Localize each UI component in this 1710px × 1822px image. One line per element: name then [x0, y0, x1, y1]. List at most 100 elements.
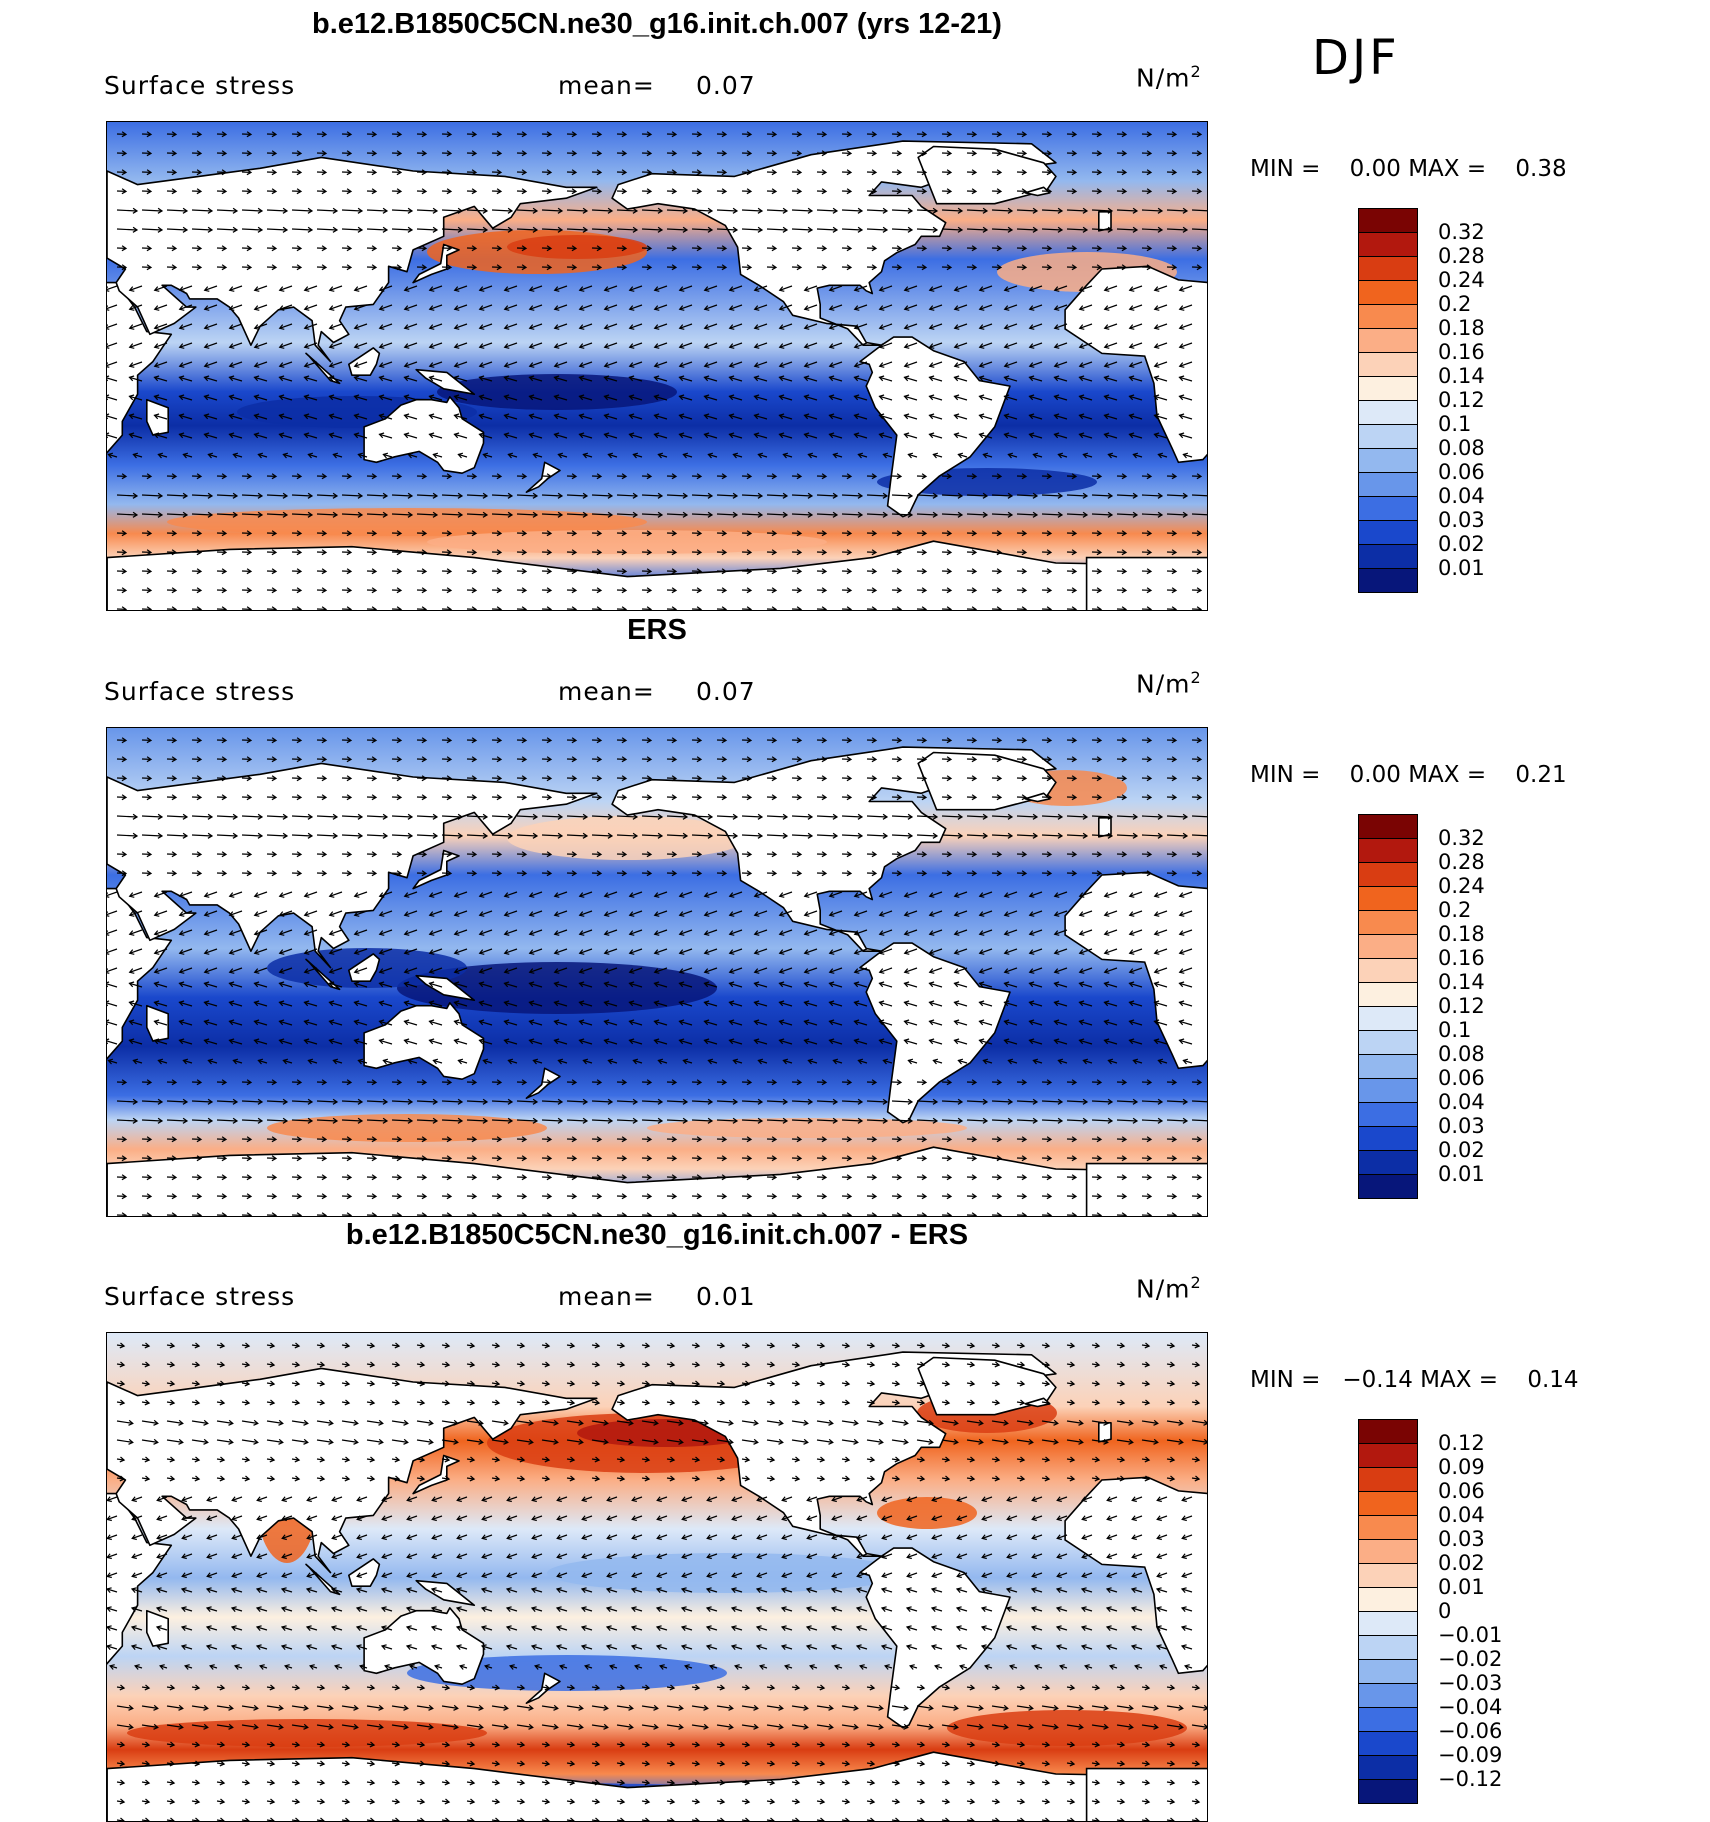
- colorbar-swatch: [1358, 376, 1418, 401]
- colorbar-swatch: [1358, 568, 1418, 593]
- colorbar-tick-label: 0.14: [1438, 364, 1485, 388]
- colorbar-tick-label: 0.04: [1438, 484, 1485, 508]
- colorbar-tick-label: 0.03: [1438, 508, 1485, 532]
- max-label: MAX =: [1420, 1367, 1498, 1393]
- colorbar-swatch: [1358, 934, 1418, 959]
- colorbar-tick-label: 0.12: [1438, 388, 1485, 412]
- colorbar-tick-label: 0.16: [1438, 340, 1485, 364]
- colorbar-swatch: [1358, 1102, 1418, 1127]
- colorbar-swatch: [1358, 328, 1418, 353]
- colorbar-swatch: [1358, 424, 1418, 449]
- colorbar-swatch: [1358, 1491, 1418, 1516]
- colorbar-tick-label: 0.01: [1438, 1575, 1485, 1599]
- colorbar-tick-label: 0.09: [1438, 1455, 1485, 1479]
- colorbar-swatch: [1358, 208, 1418, 233]
- panel-title: b.e12.B1850C5CN.ne30_g16.init.ch.007 - E…: [106, 1219, 1208, 1252]
- colorbar-tick-label: −0.09: [1438, 1743, 1502, 1767]
- colorbar-swatch: [1358, 910, 1418, 935]
- stress-field-map: [107, 728, 1208, 1217]
- colorbar-swatch: [1358, 352, 1418, 377]
- colorbar-swatch: [1358, 1659, 1418, 1684]
- mean-label: mean=: [558, 1282, 655, 1311]
- colorbar-swatch: [1358, 1054, 1418, 1079]
- colorbar-tick-label: −0.03: [1438, 1671, 1502, 1695]
- colorbar-tick-label: 0.12: [1438, 994, 1485, 1018]
- min-value: 0.00: [1350, 762, 1401, 788]
- colorbar-tick-label: 0.08: [1438, 436, 1485, 460]
- colorbar-swatch: [1358, 814, 1418, 839]
- colorbar-tick-label: 0.06: [1438, 1479, 1485, 1503]
- colorbar-swatch: [1358, 1731, 1418, 1756]
- colorbar-tick-label: 0.14: [1438, 970, 1485, 994]
- colorbar-tick-label: 0.08: [1438, 1042, 1485, 1066]
- colorbar-tick-label: 0.1: [1438, 1018, 1471, 1042]
- colorbar-swatch: [1358, 862, 1418, 887]
- colorbar-swatch: [1358, 520, 1418, 545]
- colorbar-tick-label: 0.24: [1438, 268, 1485, 292]
- panel-title: b.e12.B1850C5CN.ne30_g16.init.ch.007 (yr…: [106, 8, 1208, 41]
- colorbar-swatch: [1358, 1779, 1418, 1804]
- min-max-readout: MIN = 0.00 MAX = 0.21: [1250, 762, 1567, 788]
- min-value: 0.00: [1350, 156, 1401, 182]
- colorbar-swatch: [1358, 1419, 1418, 1444]
- min-max-readout: MIN = 0.00 MAX = 0.38: [1250, 156, 1567, 182]
- colorbar-tick-label: 0.04: [1438, 1090, 1485, 1114]
- variable-label: Surface stress: [104, 1282, 295, 1311]
- map-difference: [106, 1332, 1208, 1822]
- colorbar-swatch: [1358, 256, 1418, 281]
- colorbar-tick-label: 0.1: [1438, 412, 1471, 436]
- colorbar-tick-label: −0.12: [1438, 1767, 1502, 1791]
- min-max-readout: MIN = −0.14 MAX = 0.14: [1250, 1367, 1579, 1393]
- colorbar-swatch: [1358, 1611, 1418, 1636]
- colorbar-swatch: [1358, 1563, 1418, 1588]
- colorbar-tick-label: 0.01: [1438, 556, 1485, 580]
- colorbar-swatch: [1358, 1126, 1418, 1151]
- panel-difference: b.e12.B1850C5CN.ne30_g16.init.ch.007 - E…: [0, 1219, 1710, 1819]
- colorbar-swatch: [1358, 472, 1418, 497]
- max-label: MAX =: [1408, 762, 1486, 788]
- colorbar-tick-label: 0: [1438, 1599, 1451, 1623]
- colorbar-tick-label: 0.12: [1438, 1431, 1485, 1455]
- units-label: N/m2: [1136, 62, 1202, 92]
- units-label: N/m2: [1136, 668, 1202, 698]
- colorbar-swatch: [1358, 232, 1418, 257]
- colorbar-tick-label: −0.01: [1438, 1623, 1502, 1647]
- variable-label: Surface stress: [104, 71, 295, 100]
- colorbar-tick-label: 0.03: [1438, 1114, 1485, 1138]
- colorbar-swatch: [1358, 838, 1418, 863]
- colorbar-tick-label: 0.32: [1438, 826, 1485, 850]
- colorbar-swatch: [1358, 1707, 1418, 1732]
- colorbar-tick-label: 0.06: [1438, 460, 1485, 484]
- stress-field-map: [107, 122, 1208, 611]
- colorbar-tick-label: 0.18: [1438, 316, 1485, 340]
- min-value: −0.14: [1342, 1367, 1412, 1393]
- colorbar-swatch: [1358, 886, 1418, 911]
- colorbar-swatch: [1358, 448, 1418, 473]
- colorbar-swatch: [1358, 1683, 1418, 1708]
- max-value: 0.38: [1515, 156, 1566, 182]
- mean-value: 0.07: [696, 677, 756, 706]
- max-label: MAX =: [1408, 156, 1486, 182]
- colorbar-swatch: [1358, 1635, 1418, 1660]
- colorbar-swatch: [1358, 496, 1418, 521]
- colorbar-swatch: [1358, 982, 1418, 1007]
- panel-observations: ERS Surface stress mean= 0.07 N/m2 MIN =…: [0, 614, 1710, 1214]
- colorbar-tick-label: 0.24: [1438, 874, 1485, 898]
- min-label: MIN =: [1250, 1367, 1320, 1393]
- colorbar-swatch: [1358, 1443, 1418, 1468]
- colorbar-tick-label: 0.03: [1438, 1527, 1485, 1551]
- colorbar-tick-label: −0.02: [1438, 1647, 1502, 1671]
- colorbar-tick-label: 0.32: [1438, 220, 1485, 244]
- colorbar-swatch: [1358, 280, 1418, 305]
- colorbar-swatch: [1358, 544, 1418, 569]
- colorbar-tick-label: 0.02: [1438, 1551, 1485, 1575]
- colorbar-swatch: [1358, 1755, 1418, 1780]
- colorbar-tick-label: 0.28: [1438, 244, 1485, 268]
- units-label: N/m2: [1136, 1273, 1202, 1303]
- max-value: 0.14: [1527, 1367, 1578, 1393]
- colorbar-tick-label: 0.01: [1438, 1162, 1485, 1186]
- colorbar-swatch: [1358, 1467, 1418, 1492]
- panel-title: ERS: [106, 614, 1208, 647]
- colorbar-tick-label: 0.16: [1438, 946, 1485, 970]
- colorbar-tick-label: 0.18: [1438, 922, 1485, 946]
